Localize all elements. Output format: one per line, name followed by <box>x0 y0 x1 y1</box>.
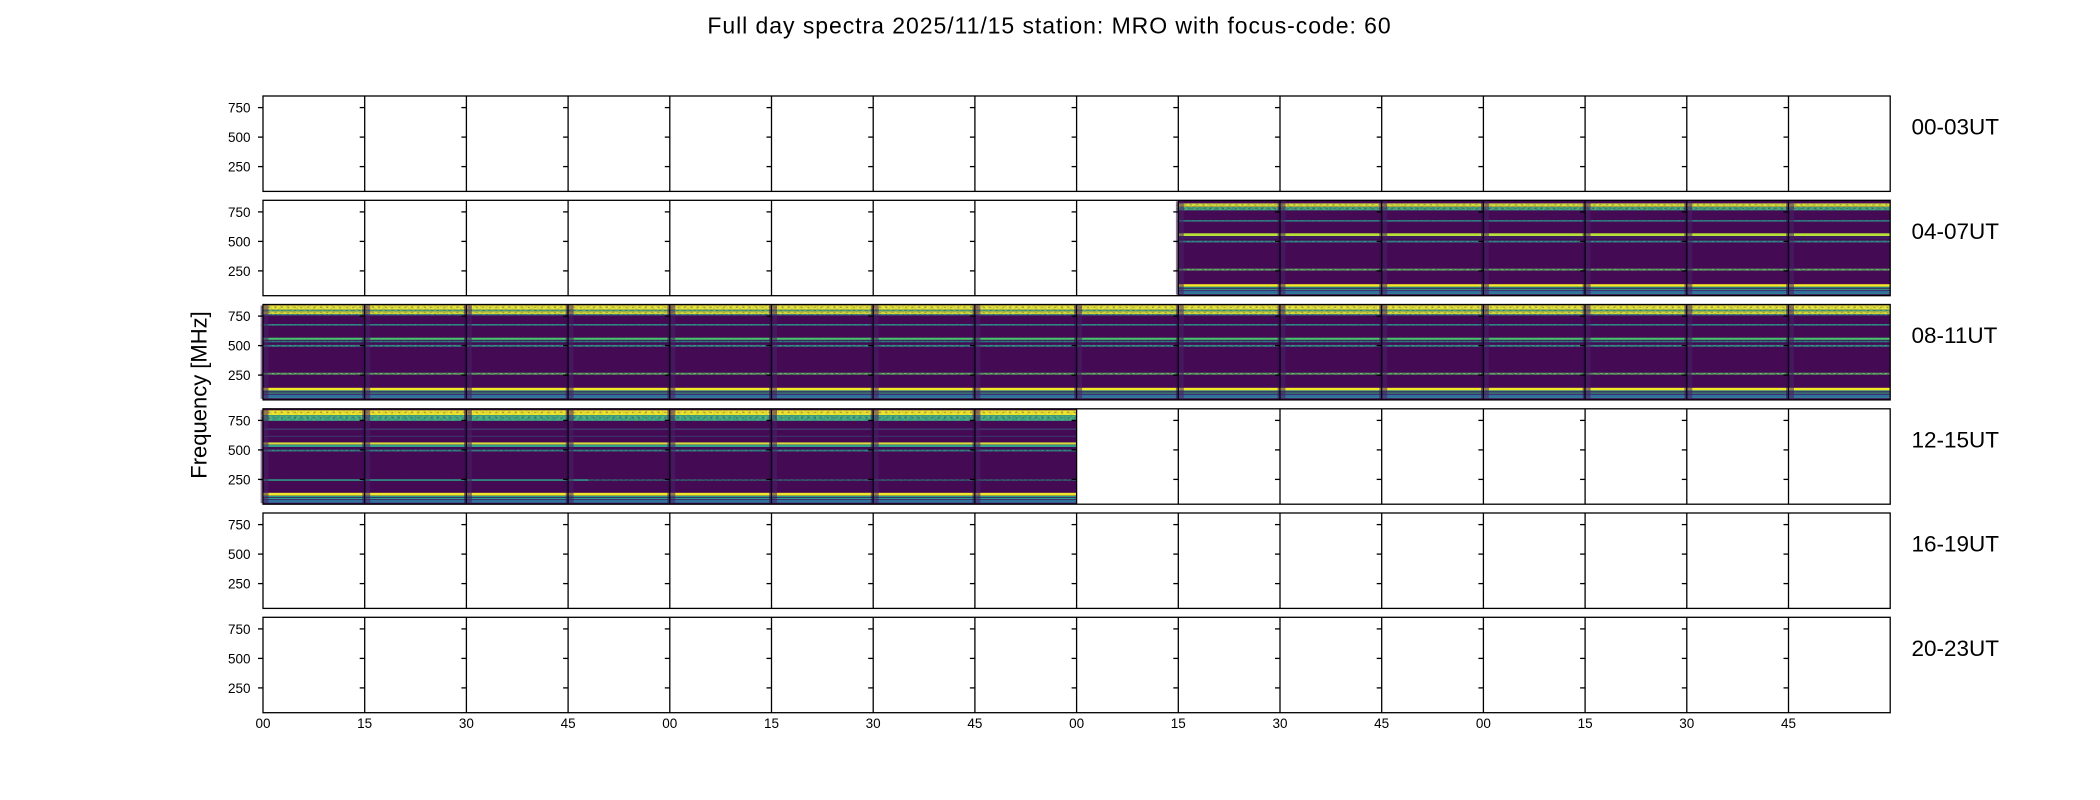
svg-text:750: 750 <box>228 309 251 324</box>
svg-text:30: 30 <box>459 716 474 731</box>
svg-text:750: 750 <box>228 518 251 533</box>
svg-text:500: 500 <box>228 547 251 562</box>
svg-text:250: 250 <box>228 472 251 487</box>
svg-text:12-15UT: 12-15UT <box>1912 428 2000 453</box>
svg-text:250: 250 <box>228 681 251 696</box>
svg-text:00-03UT: 00-03UT <box>1912 115 2000 140</box>
svg-text:00: 00 <box>1069 716 1084 731</box>
svg-text:Full day spectra 2025/11/15 st: Full day spectra 2025/11/15 station: MRO… <box>707 12 1391 38</box>
svg-text:45: 45 <box>1781 716 1796 731</box>
svg-text:20-23UT: 20-23UT <box>1912 636 2000 661</box>
svg-text:500: 500 <box>228 339 251 354</box>
svg-text:45: 45 <box>967 716 982 731</box>
svg-text:30: 30 <box>866 716 881 731</box>
svg-text:15: 15 <box>1171 716 1186 731</box>
svg-text:00: 00 <box>662 716 677 731</box>
svg-text:30: 30 <box>1272 716 1287 731</box>
svg-text:08-11UT: 08-11UT <box>1912 323 1998 348</box>
svg-text:500: 500 <box>228 443 251 458</box>
svg-text:250: 250 <box>228 264 251 279</box>
svg-text:16-19UT: 16-19UT <box>1912 532 2000 557</box>
svg-text:15: 15 <box>764 716 779 731</box>
svg-text:500: 500 <box>228 130 251 145</box>
svg-text:750: 750 <box>228 205 251 220</box>
svg-text:15: 15 <box>1578 716 1593 731</box>
svg-text:Frequency [MHz]: Frequency [MHz] <box>187 311 212 479</box>
svg-text:00: 00 <box>255 716 270 731</box>
svg-text:500: 500 <box>228 651 251 666</box>
svg-text:250: 250 <box>228 368 251 383</box>
svg-text:04-07UT: 04-07UT <box>1912 219 2000 244</box>
svg-text:15: 15 <box>357 716 372 731</box>
svg-text:45: 45 <box>1374 716 1389 731</box>
svg-text:45: 45 <box>561 716 576 731</box>
svg-text:500: 500 <box>228 234 251 249</box>
svg-text:00: 00 <box>1476 716 1491 731</box>
svg-text:750: 750 <box>228 101 251 116</box>
svg-text:30: 30 <box>1679 716 1694 731</box>
svg-text:750: 750 <box>228 622 251 637</box>
svg-text:750: 750 <box>228 413 251 428</box>
svg-text:250: 250 <box>228 160 251 175</box>
svg-text:250: 250 <box>228 577 251 592</box>
